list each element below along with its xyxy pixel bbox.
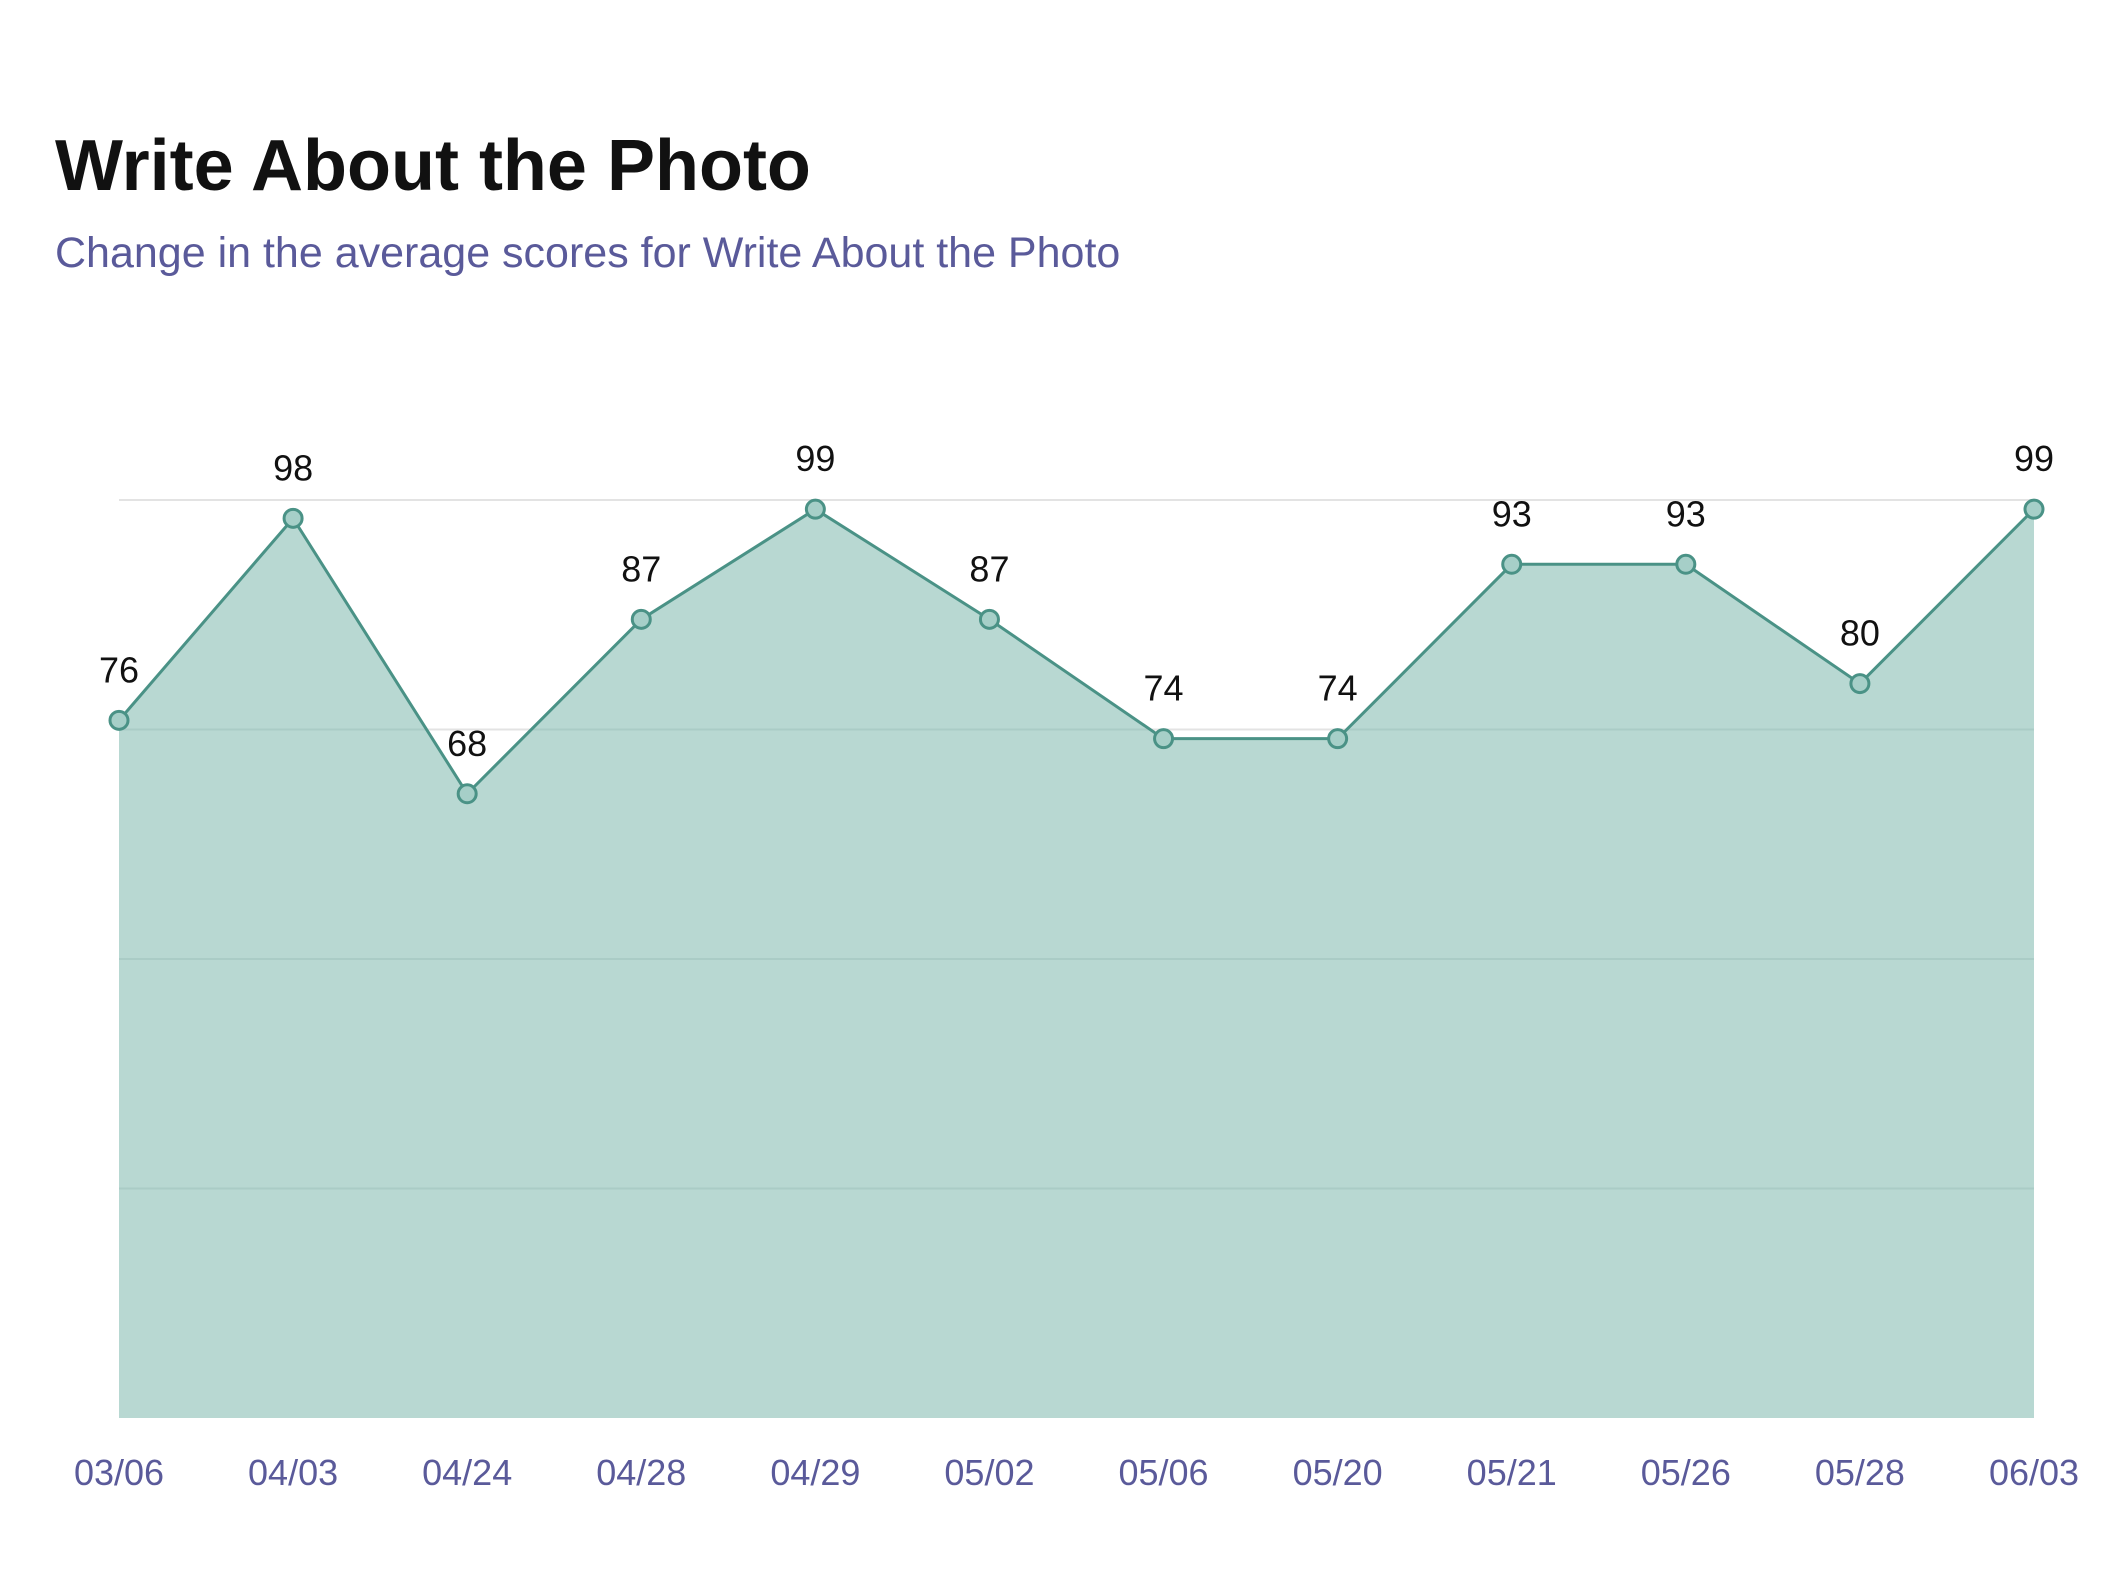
data-label-03-06: 76: [99, 649, 139, 690]
data-point-05-20: [1327, 728, 1349, 750]
x-tick-label-06-03: 06/03: [1989, 1452, 2079, 1493]
chart-subtitle: Change in the average scores for Write A…: [55, 229, 1121, 277]
chart-header: Write About the Photo Change in the aver…: [55, 130, 1120, 275]
x-tick-label-05-06: 05/06: [1118, 1452, 1208, 1493]
data-points: [108, 498, 2045, 805]
data-point-04-03: [282, 507, 304, 529]
series-line: [117, 507, 2036, 797]
chart-title: Write About the Photo: [55, 126, 811, 206]
data-point-05-02: [978, 608, 1000, 630]
x-tick-label-04-03: 04/03: [248, 1452, 338, 1493]
data-point-05-06: [1153, 728, 1175, 750]
x-axis-tick-labels: 03/06 04/03 04/24 04/28 04/29 05/02 05/06 05/20…: [74, 1452, 2079, 1493]
data-point-03-06: [108, 709, 130, 731]
x-tick-label-05-28: 05/28: [1815, 1452, 1905, 1493]
data-label-05-28: 80: [1840, 613, 1880, 654]
data-label-05-21: 93: [1492, 493, 1532, 534]
data-label-04-29: 99: [795, 438, 835, 479]
data-point-05-26: [1675, 553, 1697, 575]
x-tick-label-05-21: 05/21: [1467, 1452, 1557, 1493]
data-label-05-02: 87: [969, 548, 1009, 589]
area-fill: [119, 509, 2034, 1418]
data-labels: 76 98 68 87 99 87 74 74 93 93 80 99: [99, 438, 2054, 764]
data-point-04-24: [456, 783, 478, 805]
x-tick-label-05-02: 05/02: [944, 1452, 1034, 1493]
data-label-06-03: 99: [2014, 438, 2054, 479]
x-tick-label-03-06: 03/06: [74, 1452, 164, 1493]
data-point-04-28: [630, 608, 652, 630]
data-label-04-24: 68: [447, 723, 487, 764]
x-tick-label-04-28: 04/28: [596, 1452, 686, 1493]
data-label-05-26: 93: [1666, 493, 1706, 534]
x-tick-label-04-29: 04/29: [770, 1452, 860, 1493]
data-label-05-06: 74: [1144, 668, 1184, 709]
data-point-05-28: [1849, 673, 1871, 695]
data-point-05-21: [1501, 553, 1523, 575]
data-point-06-03: [2023, 498, 2045, 520]
x-tick-label-04-24: 04/24: [422, 1452, 512, 1493]
x-tick-label-05-20: 05/20: [1293, 1452, 1383, 1493]
data-point-04-29: [804, 498, 826, 520]
data-label-04-03: 98: [273, 447, 313, 488]
data-label-04-28: 87: [621, 548, 661, 589]
data-label-05-20: 74: [1318, 668, 1358, 709]
x-tick-label-05-26: 05/26: [1641, 1452, 1731, 1493]
